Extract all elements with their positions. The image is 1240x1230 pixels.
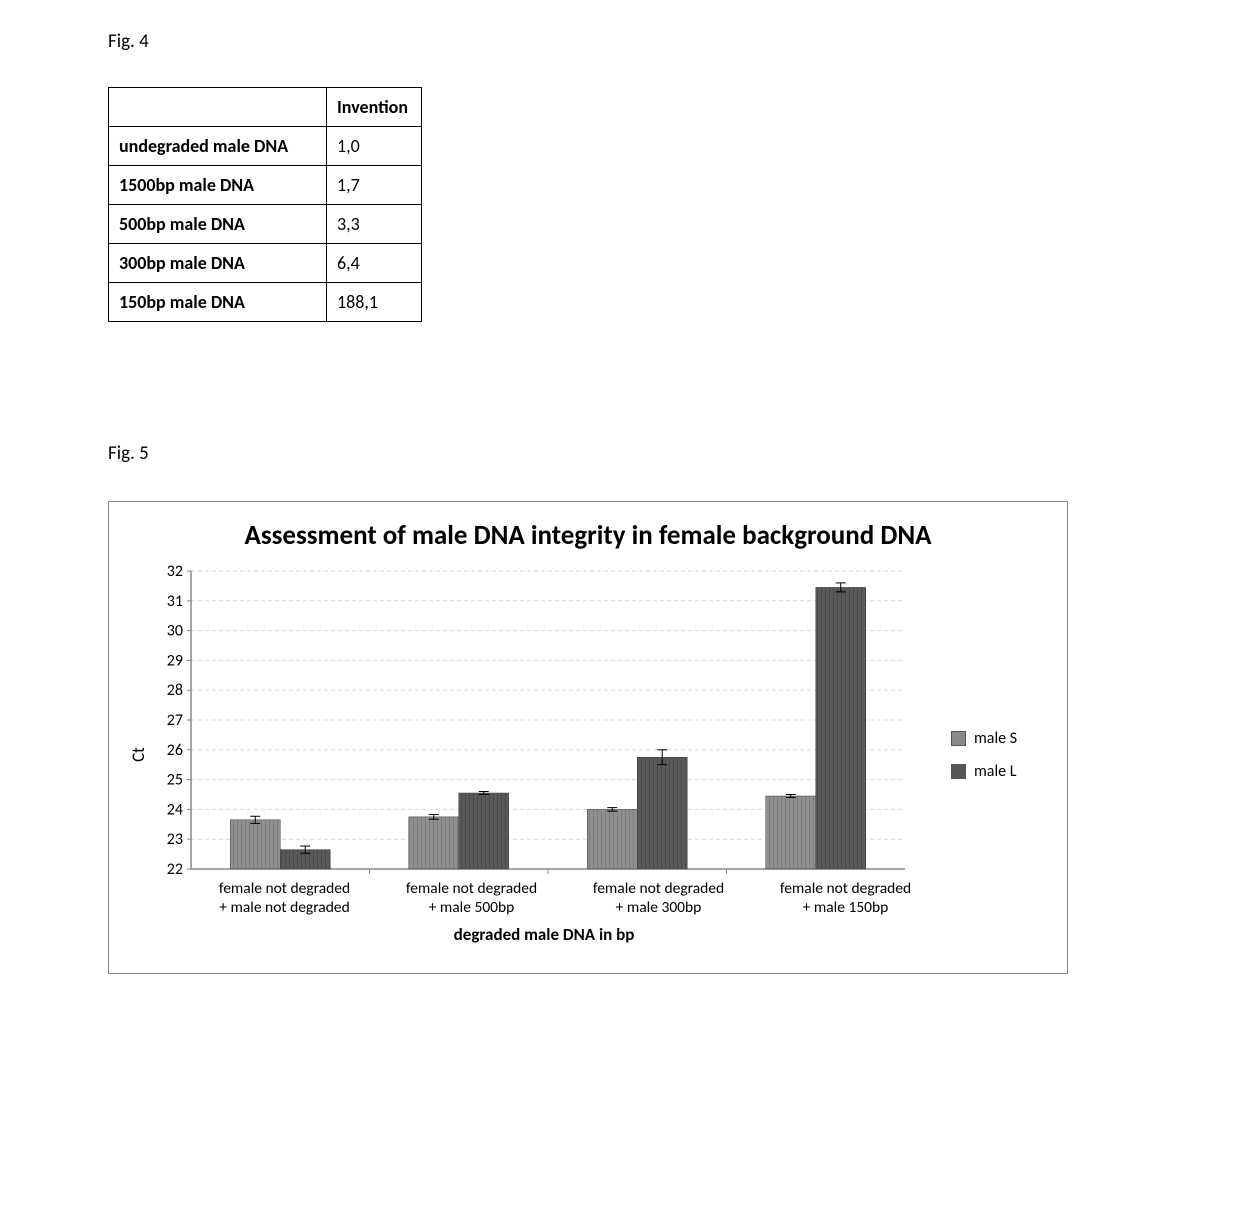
svg-text:26: 26 bbox=[167, 741, 183, 760]
svg-text:30: 30 bbox=[167, 622, 183, 641]
table-header-invention: Invention bbox=[327, 88, 422, 127]
svg-text:24: 24 bbox=[167, 800, 183, 819]
figure-5-label: Fig. 5 bbox=[108, 442, 1130, 465]
x-tick-labels: female not degraded+ male not degradedfe… bbox=[149, 879, 939, 918]
legend-item: male S bbox=[951, 729, 1049, 748]
x-tick-label: female not degraded+ male 150bp bbox=[752, 879, 939, 918]
x-tick-label: female not degraded+ male 500bp bbox=[378, 879, 565, 918]
table-row: 1500bp male DNA1,7 bbox=[109, 166, 422, 205]
table-row: 150bp male DNA188,1 bbox=[109, 283, 422, 322]
svg-text:22: 22 bbox=[167, 860, 183, 875]
table-cell-value: 1,7 bbox=[327, 166, 422, 205]
fig5-chart: Assessment of male DNA integrity in fema… bbox=[108, 501, 1068, 974]
svg-text:31: 31 bbox=[167, 592, 183, 611]
x-tick-label: female not degraded+ male not degraded bbox=[191, 879, 378, 918]
table-cell-label: 150bp male DNA bbox=[109, 283, 327, 322]
table-cell-label: undegraded male DNA bbox=[109, 127, 327, 166]
chart-legend: male S male L bbox=[939, 565, 1049, 945]
table-cell-label: 300bp male DNA bbox=[109, 244, 327, 283]
legend-label: male S bbox=[974, 729, 1017, 748]
table-cell-value: 188,1 bbox=[327, 283, 422, 322]
svg-text:29: 29 bbox=[167, 651, 183, 670]
table-row: 500bp male DNA3,3 bbox=[109, 205, 422, 244]
svg-text:25: 25 bbox=[167, 771, 183, 790]
x-tick-label: female not degraded+ male 300bp bbox=[565, 879, 752, 918]
svg-text:23: 23 bbox=[167, 830, 183, 849]
svg-text:28: 28 bbox=[167, 681, 183, 700]
chart-plot: 22 23 24 25 26 27 28 29 30 31 32 bbox=[149, 565, 909, 875]
table-cell-label: 500bp male DNA bbox=[109, 205, 327, 244]
svg-text:32: 32 bbox=[167, 565, 183, 581]
x-axis-label: degraded male DNA in bp bbox=[149, 924, 939, 945]
table-cell-value: 1,0 bbox=[327, 127, 422, 166]
table-cell-label: 1500bp male DNA bbox=[109, 166, 327, 205]
y-axis-label: Ct bbox=[127, 748, 148, 763]
table-cell-value: 3,3 bbox=[327, 205, 422, 244]
fig4-table: Invention undegraded male DNA1,01500bp m… bbox=[108, 87, 422, 322]
legend-swatch-icon bbox=[951, 731, 966, 746]
table-header-blank bbox=[109, 88, 327, 127]
figure-4-label: Fig. 4 bbox=[108, 30, 1130, 53]
table-cell-value: 6,4 bbox=[327, 244, 422, 283]
legend-swatch-icon bbox=[951, 764, 966, 779]
table-row: 300bp male DNA6,4 bbox=[109, 244, 422, 283]
legend-label: male L bbox=[974, 762, 1016, 781]
chart-title: Assessment of male DNA integrity in fema… bbox=[127, 520, 1049, 551]
table-row: undegraded male DNA1,0 bbox=[109, 127, 422, 166]
svg-text:27: 27 bbox=[167, 711, 183, 730]
legend-item: male L bbox=[951, 762, 1049, 781]
